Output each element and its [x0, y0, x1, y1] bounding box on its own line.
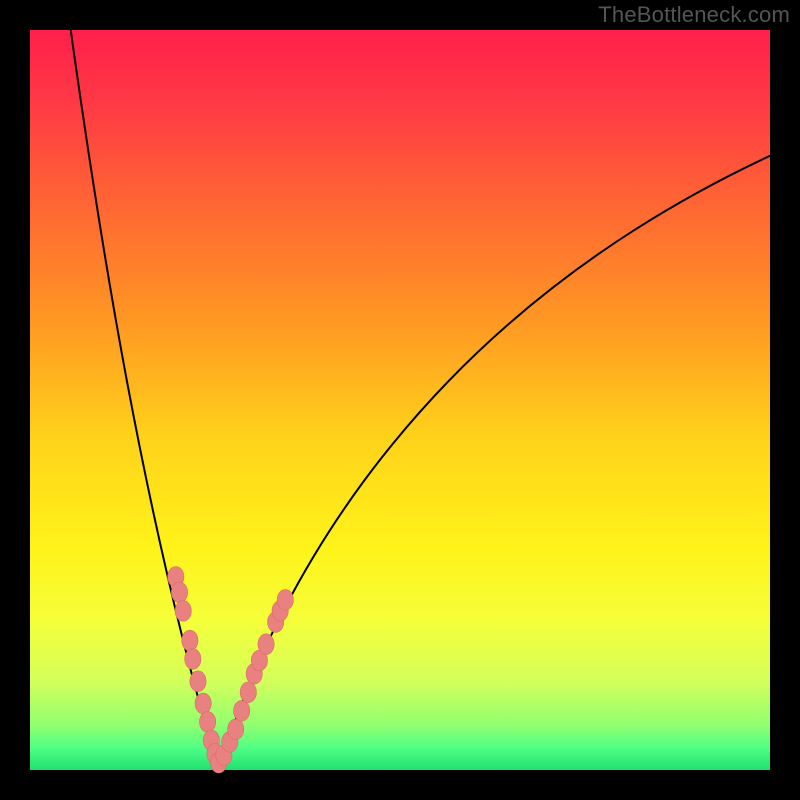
marker-point [234, 700, 250, 721]
marker-point [171, 582, 187, 603]
marker-point [185, 649, 201, 670]
marker-point [190, 671, 206, 692]
marker-point [199, 712, 215, 733]
marker-point [182, 630, 198, 651]
marker-point [175, 601, 191, 622]
chart-svg [0, 0, 800, 800]
marker-point [240, 682, 256, 703]
marker-point [258, 634, 274, 655]
chart-frame: TheBottleneck.com [0, 0, 800, 800]
watermark-text: TheBottleneck.com [598, 2, 790, 28]
marker-point [228, 719, 244, 740]
plot-background [30, 30, 770, 770]
marker-point [277, 589, 293, 610]
marker-point [195, 693, 211, 714]
